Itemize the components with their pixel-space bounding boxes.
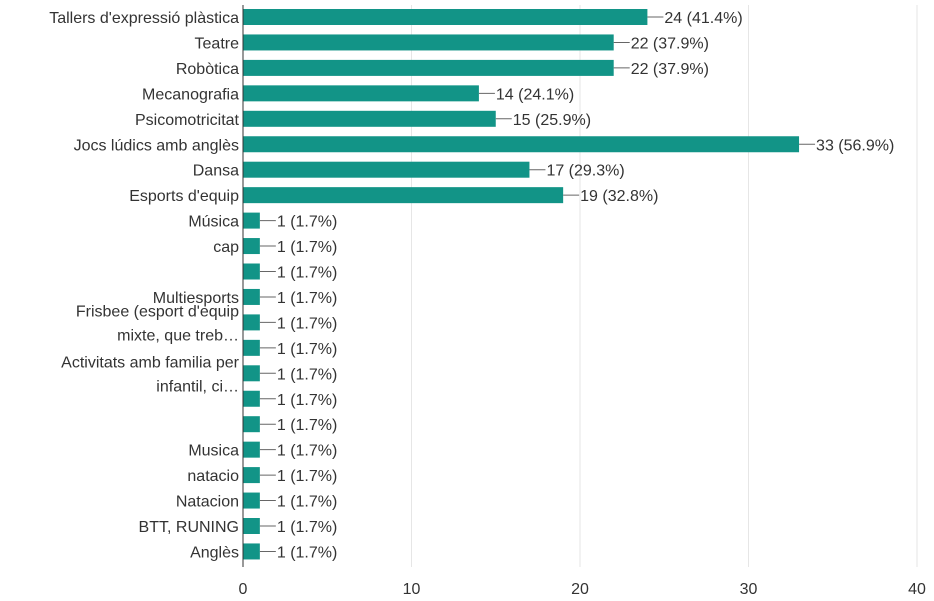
x-tick-label-20: 20 [571, 581, 589, 598]
category-label-1: Teatre [195, 35, 240, 52]
bar-13 [243, 339, 260, 356]
data-label-20: 1 (1.7%) [277, 519, 337, 536]
category-label-2: Robòtica [176, 61, 239, 78]
data-label-7: 19 (32.8%) [580, 188, 658, 205]
data-label-1: 22 (37.9%) [631, 35, 709, 52]
category-label-9: cap [213, 239, 239, 256]
category-label-21: Anglès [190, 544, 239, 561]
bar-11 [243, 288, 260, 305]
category-label-14-line-1: infantil, ci… [156, 378, 239, 395]
bar-21 [243, 543, 260, 560]
bar-15 [243, 390, 260, 407]
data-label-15: 1 (1.7%) [277, 392, 337, 409]
data-label-11: 1 (1.7%) [277, 290, 337, 307]
bar-14 [243, 365, 260, 382]
category-label-20: BTT, RUNING [139, 519, 239, 536]
bar-5 [243, 136, 800, 153]
category-label-8: Música [188, 214, 239, 231]
data-label-0: 24 (41.4%) [664, 10, 742, 27]
bar-8 [243, 212, 260, 229]
category-label-18: natacio [187, 468, 239, 485]
data-label-14: 1 (1.7%) [277, 366, 337, 383]
bar-6 [243, 161, 530, 178]
data-label-21: 1 (1.7%) [277, 544, 337, 561]
bar-10 [243, 263, 260, 280]
category-label-11: Multiesports [153, 290, 239, 307]
x-tick-label-40: 40 [908, 581, 926, 598]
bar-17 [243, 441, 260, 458]
bar-2 [243, 59, 614, 76]
category-label-17: Musica [188, 443, 239, 460]
data-label-9: 1 (1.7%) [277, 239, 337, 256]
category-label-12-line-1: mixte, que treb… [117, 327, 239, 344]
x-tick-label-10: 10 [403, 581, 421, 598]
data-label-19: 1 (1.7%) [277, 494, 337, 511]
category-label-5: Jocs lúdics amb anglès [74, 137, 239, 154]
data-label-3: 14 (24.1%) [496, 86, 574, 103]
bar-18 [243, 467, 260, 484]
data-label-18: 1 (1.7%) [277, 468, 337, 485]
bar-16 [243, 416, 260, 433]
x-tick-label-30: 30 [740, 581, 758, 598]
x-tick-label-0: 0 [239, 581, 248, 598]
data-label-2: 22 (37.9%) [631, 61, 709, 78]
bar-0 [243, 9, 648, 25]
category-label-4: Psicomotricitat [135, 112, 240, 129]
category-label-14-line-0: Activitats amb familia per [61, 354, 240, 371]
bar-3 [243, 85, 479, 102]
category-label-3: Mecanografia [142, 86, 239, 103]
data-label-6: 17 (29.3%) [546, 163, 624, 180]
category-label-0: Tallers d'expressió plàstica [49, 10, 239, 27]
bar-20 [243, 518, 260, 534]
category-label-12: Frisbee (esport d'equip mixte, que treb… [76, 303, 239, 344]
category-label-12-line-0: Frisbee (esport d'equip [76, 303, 239, 320]
category-label-7: Esports d'equip [129, 188, 239, 205]
bar-4 [243, 110, 496, 127]
category-label-6: Dansa [193, 163, 239, 180]
bar-12 [243, 314, 260, 331]
category-label-14: Activitats amb familia per infantil, ci… [61, 354, 240, 395]
data-label-13: 1 (1.7%) [277, 341, 337, 358]
data-label-5: 33 (56.9%) [816, 137, 894, 154]
category-label-19: Natacion [176, 494, 239, 511]
data-label-4: 15 (25.9%) [513, 112, 591, 129]
bar-9 [243, 238, 260, 255]
bar-19 [243, 492, 260, 509]
data-label-8: 1 (1.7%) [277, 214, 337, 231]
data-label-16: 1 (1.7%) [277, 417, 337, 434]
data-label-12: 1 (1.7%) [277, 315, 337, 332]
data-label-17: 1 (1.7%) [277, 443, 337, 460]
data-label-10: 1 (1.7%) [277, 265, 337, 282]
bar-1 [243, 34, 614, 51]
bar-7 [243, 187, 564, 204]
